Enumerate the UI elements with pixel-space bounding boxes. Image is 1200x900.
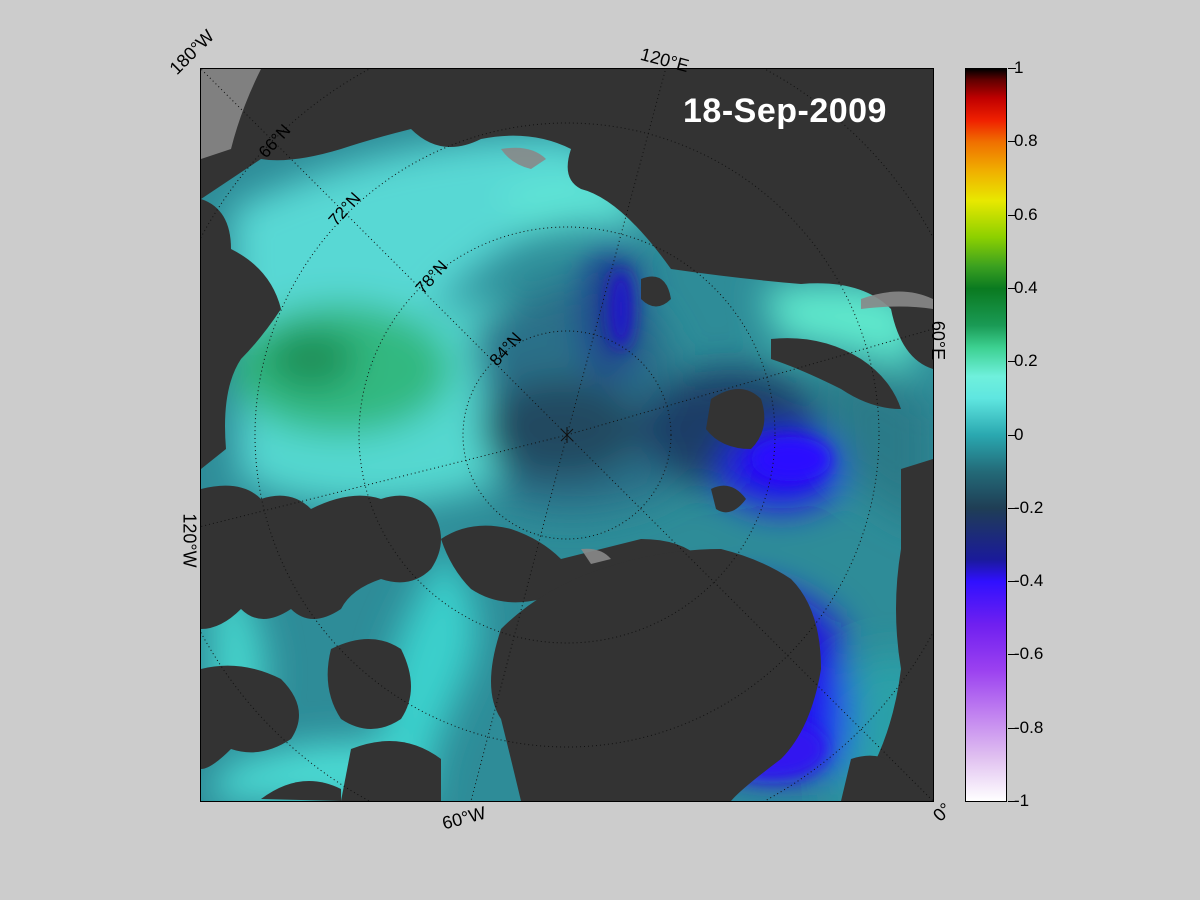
colorbar-tick-mark (1008, 68, 1016, 69)
colorbar-tick-mark (1008, 801, 1016, 802)
colorbar-tick-mark (1008, 581, 1016, 583)
colorbar-tick-label: 0 (1014, 424, 1024, 444)
colorbar-tick-label: 0.2 (1014, 351, 1038, 371)
meridian-label-60e: 60°E (928, 320, 949, 361)
colorbar-tick-mark (1008, 434, 1016, 436)
colorbar-tick-mark (1008, 654, 1016, 656)
colorbar-tick-label: 0.6 (1014, 204, 1038, 224)
ice-edge (201, 69, 933, 564)
colorbar-tick-mark (1008, 361, 1016, 363)
colorbar (965, 68, 1007, 802)
colorbar-tick-mark (1008, 287, 1016, 289)
colorbar-tick-label: -0.2 (1014, 497, 1044, 517)
colorbar-tick-label: 0.8 (1014, 131, 1038, 151)
colorbar-tick-label: -0.4 (1014, 571, 1044, 591)
map-panel: 66°N 72°N 78°N 84°N (200, 68, 934, 802)
colorbar-tick-mark (1008, 141, 1016, 143)
colorbar-tick-label: 1 (1014, 58, 1024, 77)
colorbar-tick-label: -0.6 (1014, 644, 1044, 664)
colorbar-tick-label: -1 (1014, 791, 1030, 810)
map-svg: 66°N 72°N 78°N 84°N (201, 69, 933, 801)
colorbar-tick-label: 0.4 (1014, 277, 1038, 297)
colorbar-tick-label: -0.8 (1014, 717, 1044, 737)
colorbar-tick-mark (1008, 214, 1016, 216)
land-masses (201, 69, 933, 801)
meridian-label-60w: 60°W (440, 802, 488, 834)
meridian-label-120w: 120°W (179, 513, 200, 568)
date-label: 18-Sep-2009 (683, 92, 887, 130)
meridian-label-0: 0° (929, 798, 956, 826)
north-pole-marker (560, 427, 574, 443)
colorbar-tick-mark (1008, 727, 1016, 729)
colorbar-tick-mark (1008, 507, 1016, 509)
graticule (201, 69, 933, 801)
